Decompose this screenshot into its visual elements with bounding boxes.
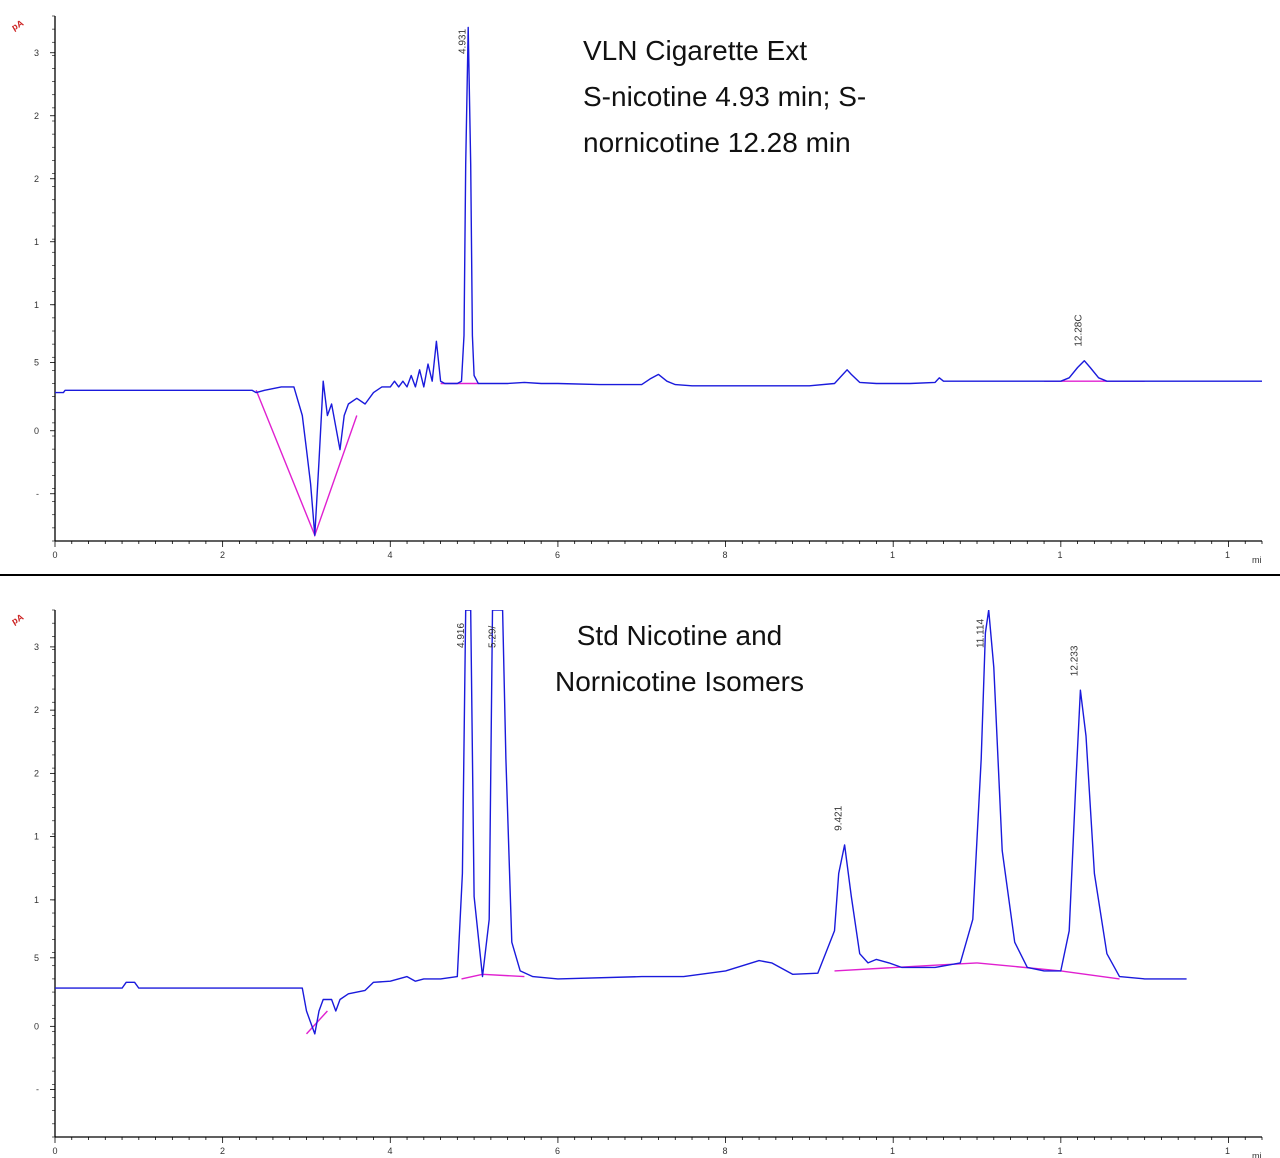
chromatogram-panel-bottom: 0 2 4 6 8 1 1 1 mi 3 2 2 1 1 5 0 - pA 4.916 5.29/9.421 11.11…	[10, 609, 1263, 1158]
baseline-segment	[255, 390, 358, 538]
x-tick-label: 6	[555, 550, 560, 560]
annotation-line: Nornicotine Isomers	[555, 666, 804, 697]
peak-label: 9.421	[834, 805, 845, 830]
baseline-segment	[834, 962, 978, 972]
peak-label: 12.233	[1069, 645, 1080, 676]
x-tick-label: 1	[1225, 1146, 1230, 1156]
x-tick-label: 1	[1057, 550, 1062, 560]
peak-label: 12.28C	[1073, 314, 1084, 346]
baseline-segment	[461, 973, 525, 980]
y-tick-label: 0	[34, 1021, 39, 1031]
annotation-top: VLN Cigarette Ext S-nicotine 4.93 min; S…	[583, 28, 866, 166]
x-tick-label: 1	[1057, 1146, 1062, 1156]
x-tick-label: 8	[722, 550, 727, 560]
y-tick-label: 2	[34, 174, 39, 184]
y-tick-label: 5	[34, 953, 39, 963]
x-tick-label: 0	[52, 1146, 57, 1156]
y-tick-label: 2	[34, 705, 39, 715]
y-tick-label: 3	[34, 48, 39, 58]
peak-label: 5.29/	[487, 626, 498, 648]
x-tick-label: 1	[890, 550, 895, 560]
x-unit-label: mi	[1252, 555, 1262, 565]
y-tick-label: 2	[34, 768, 39, 778]
y-tick-label: 1	[34, 895, 39, 905]
x-tick-label: 4	[387, 550, 392, 560]
x-tick-label: 1	[890, 1146, 895, 1156]
annotation-line: S-nicotine 4.93 min; S-	[583, 81, 867, 112]
signal-trace	[55, 26, 1262, 536]
y-tick-label: 1	[34, 832, 39, 842]
y-tick-label: -	[36, 489, 39, 499]
x-tick-label: 6	[555, 1146, 560, 1156]
x-tick-label: 8	[722, 1146, 727, 1156]
y-unit-label: pA	[10, 18, 26, 33]
annotation-bottom: Std Nicotine and Nornicotine Isomers	[555, 613, 804, 705]
y-tick-label: 1	[34, 300, 39, 310]
x-unit-label: mi	[1252, 1151, 1262, 1158]
signal-trace	[55, 610, 1187, 1035]
annotation-line: VLN Cigarette Ext	[583, 35, 808, 66]
chromatogram-panel-top: 0 2 4 6 8 1 1 1 mi 3 2 2 1 1 5 0 - pA 4.931 12.28C	[10, 15, 1263, 565]
peak-label: 4.931	[457, 29, 468, 54]
y-tick-label: 2	[34, 111, 39, 121]
x-tick-label: 1	[1225, 550, 1230, 560]
y-tick-label: -	[36, 1085, 39, 1095]
peak-label: 4.916	[456, 623, 467, 648]
annotation-line: nornicotine 12.28 min	[583, 127, 851, 158]
y-tick-label: 0	[34, 426, 39, 436]
y-tick-label: 1	[34, 237, 39, 247]
y-tick-label: 5	[34, 358, 39, 368]
x-tick-label: 4	[387, 1146, 392, 1156]
y-unit-label: pA	[10, 612, 26, 627]
peak-label: 11.114	[976, 618, 987, 648]
x-tick-label: 0	[52, 550, 57, 560]
annotation-line: Std Nicotine and	[576, 620, 783, 651]
y-tick-label: 3	[34, 642, 39, 652]
x-tick-label: 2	[220, 550, 225, 560]
x-tick-label: 2	[220, 1146, 225, 1156]
